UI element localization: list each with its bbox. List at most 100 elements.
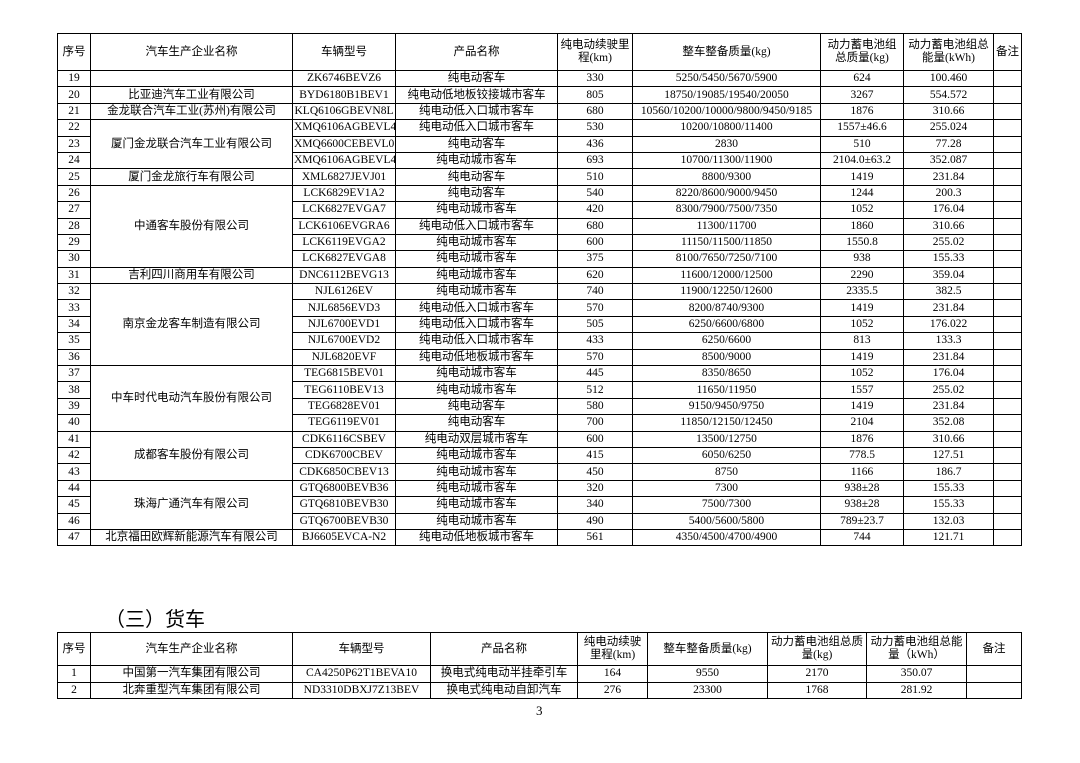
model-cell: TEG6828EV01 [292,397,396,416]
product-cell: 纯电动城市客车 [395,283,558,301]
battery-mass-cell: 1419 [820,299,904,317]
header-cell: 汽车生产企业名称 [90,33,293,71]
row-number: 45 [57,496,91,514]
table-row: 32 南京金龙客车制造有限公司 NJL6126EV 纯电动城市客车 740 11900/1… [57,283,1022,367]
curb-mass-cell: 6250/6600/6800 [632,315,821,334]
battery-energy-cell: 255.024 [903,119,994,137]
curb-mass-cell: 11650/11950 [632,381,821,399]
battery-mass-cell: 813 [820,332,904,350]
range-cell: 700 [557,414,633,432]
battery-mass-cell: 2290 [820,266,904,285]
model-cell: BJ6605EVCA-N2 [292,528,396,547]
note-cell [993,397,1022,416]
company-cell: 北奔重型汽车集团有限公司 [90,681,293,699]
battery-energy-cell: 310.66 [903,102,994,121]
bus-table: 序号 汽车生产企业名称 车辆型号 产品名称 纯电动续驶里程(km) 整车整备质量(kg) 动… [57,33,1022,547]
product-cell: 纯电动城市客车 [395,151,558,170]
header-cell: 车辆型号 [292,33,396,71]
battery-mass-cell: 789±23.7 [820,512,904,530]
battery-mass-cell: 1876 [820,102,904,121]
battery-mass-cell: 1052 [820,315,904,334]
range-cell: 490 [557,512,633,530]
range-cell: 510 [557,168,633,186]
battery-mass-cell: 2170 [767,665,867,683]
row-number: 43 [57,463,91,481]
row-number: 2 [57,681,91,699]
header-cell: 动力蓄电池组总能量(kWh) [903,33,994,71]
battery-energy-cell: 176.04 [903,365,994,383]
battery-mass-cell: 3267 [820,86,904,104]
row-number: 22 [57,119,91,137]
curb-mass-cell: 8800/9300 [632,168,821,186]
model-cell: LCK6119EVGA2 [292,233,396,252]
battery-mass-cell: 2104 [820,414,904,432]
table-row: 47 北京福田欧辉新能源汽车有限公司 BJ6605EVCA-N2 纯电动低地板城市客车… [57,528,1022,547]
product-cell: 纯电动低入口城市客车 [395,332,558,350]
product-cell: 纯电动低入口城市客车 [395,299,558,317]
curb-mass-cell: 7500/7300 [632,496,821,514]
model-cell: KLQ6106GBEVN8L [292,102,396,121]
curb-mass-cell: 23300 [647,681,768,699]
battery-mass-cell: 1860 [820,217,904,235]
curb-mass-cell: 11300/11700 [632,217,821,235]
note-cell [993,512,1022,530]
row-number: 21 [57,102,91,121]
range-cell: 680 [557,102,633,121]
row-number: 20 [57,86,91,104]
curb-mass-cell: 9150/9450/9750 [632,397,821,416]
range-cell: 276 [577,681,648,699]
model-cell: XMQ6106AGBEVL43 [292,151,396,170]
note-cell [993,496,1022,514]
battery-energy-cell: 554.572 [903,86,994,104]
header-cell: 产品名称 [395,33,558,71]
row-number: 39 [57,397,91,416]
row-number: 1 [57,665,91,683]
company-cell: 厦门金龙联合汽车工业有限公司 [90,119,293,170]
product-cell: 换电式纯电动自卸汽车 [430,681,578,699]
table-row: 34 NJL6700EVD1 纯电动低入口城市客车 505 6250/6600/6800… [57,315,1022,334]
table-row: 28 LCK6106EVGRA6 纯电动低入口城市客车 680 11300/11700 1… [57,217,1022,235]
battery-energy-cell: 255.02 [903,233,994,252]
row-number: 36 [57,348,91,367]
note-cell [993,414,1022,432]
model-cell: LCK6829EV1A2 [292,184,396,203]
battery-energy-cell: 127.51 [903,446,994,465]
header-row: 序号 汽车生产企业名称 车辆型号 产品名称 纯电动续驶里程(km) 整车整备质量(kg) 动… [57,632,1022,666]
header-cell: 纯电动续驶里程(km) [557,33,633,71]
battery-energy-cell: 176.022 [903,315,994,334]
battery-energy-cell: 133.3 [903,332,994,350]
header-cell: 整车整备质量(kg) [632,33,821,71]
note-cell [993,381,1022,399]
table-row: 2 北奔重型汽车集团有限公司 ND3310DBXJ7Z13BEV 换电式纯电动自卸汽车… [57,681,1022,699]
product-cell: 纯电动城市客车 [395,233,558,252]
curb-mass-cell: 8500/9000 [632,348,821,367]
header-cell: 备注 [966,632,1022,666]
note-cell [993,168,1022,186]
battery-mass-cell: 938±28 [820,496,904,514]
product-cell: 纯电动客车 [395,397,558,416]
model-cell: XML6827JEVJ01 [292,168,396,186]
note-cell [993,528,1022,547]
row-number: 47 [57,528,91,547]
battery-mass-cell: 1419 [820,348,904,367]
company-cell: 比亚迪汽车工业有限公司 [90,86,293,104]
battery-mass-cell: 1419 [820,397,904,416]
header-cell: 动力蓄电池组总能量（kWh） [866,632,967,666]
company-cell [90,69,293,88]
table-row: 42 CDK6700CBEV 纯电动城市客车 415 6050/6250 778.5 127… [57,446,1022,465]
note-cell [993,69,1022,88]
note-cell [993,430,1022,448]
curb-mass-cell: 10700/11300/11900 [632,151,821,170]
battery-energy-cell: 350.07 [866,665,967,683]
battery-mass-cell: 744 [820,528,904,547]
product-cell: 纯电动低地板城市客车 [395,348,558,367]
range-cell: 805 [557,86,633,104]
curb-mass-cell: 5250/5450/5670/5900 [632,69,821,88]
curb-mass-cell: 11900/12250/12600 [632,283,821,301]
row-number: 42 [57,446,91,465]
row-number: 24 [57,151,91,170]
model-cell: NJL6820EVF [292,348,396,367]
model-cell: CDK6700CBEV [292,446,396,465]
product-cell: 纯电动城市客车 [395,381,558,399]
header-cell: 产品名称 [430,632,578,666]
